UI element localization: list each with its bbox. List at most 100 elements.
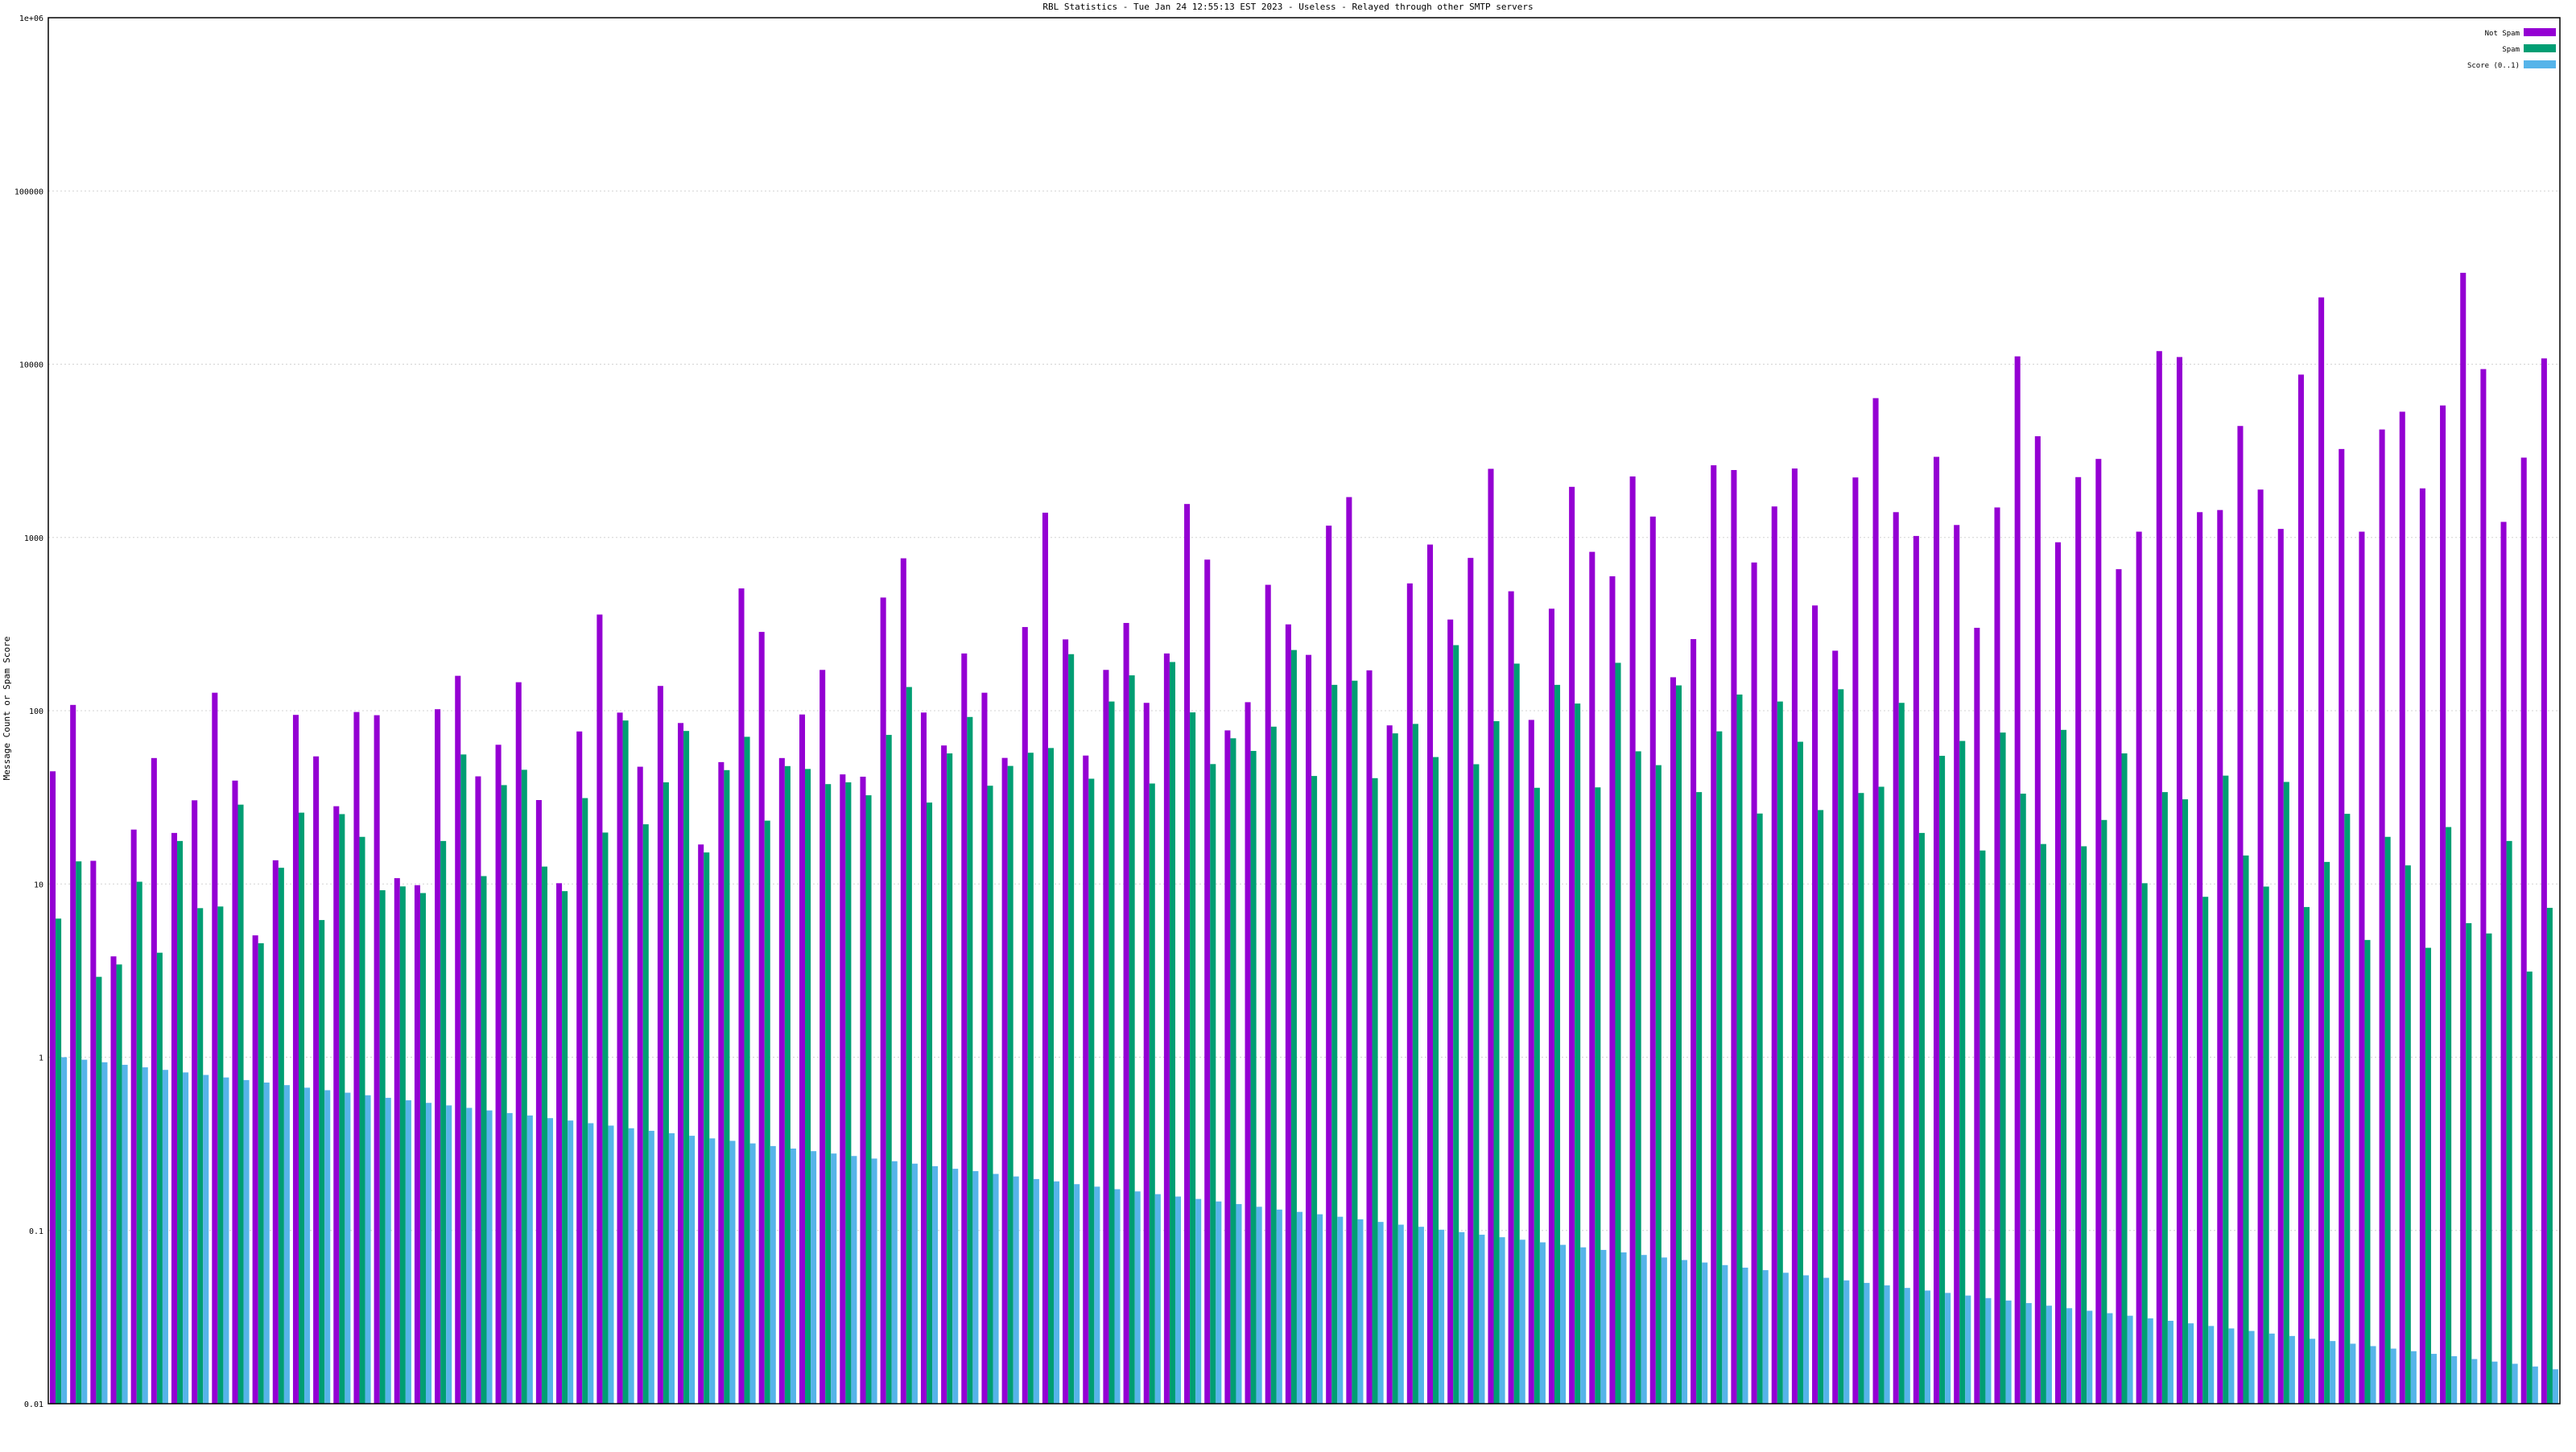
bar-spam-57 xyxy=(1210,764,1216,1404)
bar-spam-88 xyxy=(1838,689,1844,1404)
bar-not-spam-31 xyxy=(678,723,684,1404)
bar-not-spam-10 xyxy=(252,935,258,1404)
bar-not-spam-69 xyxy=(1447,619,1454,1404)
bar-spam-45 xyxy=(967,716,973,1404)
bar-spam-39 xyxy=(845,782,852,1404)
bar-spam-20 xyxy=(460,754,467,1404)
bar-not-spam-28 xyxy=(617,712,623,1404)
bar-score--119 xyxy=(2471,1359,2478,1404)
bar-not-spam-37 xyxy=(799,714,806,1404)
y-tick-label: 0.01 xyxy=(24,1400,43,1409)
bar-spam-44 xyxy=(947,753,953,1404)
bar-spam-34 xyxy=(744,736,750,1404)
bar-score--15 xyxy=(365,1095,371,1404)
bar-spam-76 xyxy=(1595,787,1601,1404)
bar-spam-8 xyxy=(217,906,224,1404)
bar-not-spam-27 xyxy=(597,614,603,1404)
bar-spam-48 xyxy=(1027,753,1034,1404)
bar-not-spam-8 xyxy=(212,692,218,1404)
bar-not-spam-55 xyxy=(1163,653,1170,1404)
bar-spam-56 xyxy=(1190,712,1196,1404)
y-tick-label: 1 xyxy=(39,1054,43,1063)
bar-not-spam-47 xyxy=(1001,757,1008,1404)
bar-spam-93 xyxy=(1939,756,1946,1404)
bar-spam-35 xyxy=(764,820,770,1404)
bar-score--30 xyxy=(668,1132,675,1404)
bar-not-spam-107 xyxy=(2217,509,2223,1404)
bar-not-spam-86 xyxy=(1791,468,1798,1404)
bar-spam-10 xyxy=(258,943,264,1404)
bar-score--78 xyxy=(1641,1255,1647,1404)
bar-spam-22 xyxy=(501,785,507,1404)
bar-score--80 xyxy=(1682,1260,1688,1404)
bar-score--47 xyxy=(1013,1176,1019,1404)
bar-score--93 xyxy=(1945,1293,1951,1404)
bar-score--5 xyxy=(162,1070,168,1404)
bar-spam-36 xyxy=(784,765,791,1404)
bar-not-spam-73 xyxy=(1528,720,1534,1404)
bar-not-spam-29 xyxy=(637,766,643,1404)
bar-spam-73 xyxy=(1534,787,1540,1404)
bar-score--75 xyxy=(1580,1247,1587,1404)
bar-spam-112 xyxy=(2324,861,2330,1404)
bar-spam-4 xyxy=(136,881,142,1404)
bar-not-spam-57 xyxy=(1204,559,1211,1405)
bar-not-spam-119 xyxy=(2460,272,2467,1404)
bar-spam-11 xyxy=(278,868,284,1404)
bar-score--110 xyxy=(2289,1335,2295,1404)
bar-not-spam-56 xyxy=(1184,504,1191,1404)
bar-not-spam-5 xyxy=(151,757,157,1404)
bar-not-spam-2 xyxy=(90,860,97,1404)
bar-not-spam-21 xyxy=(475,776,481,1404)
bar-score--115 xyxy=(2390,1348,2396,1404)
bar-not-spam-92 xyxy=(1913,535,1919,1404)
bar-not-spam-52 xyxy=(1103,670,1109,1404)
bar-not-spam-95 xyxy=(1974,627,1980,1404)
legend-swatch-1 xyxy=(2524,44,2556,52)
y-tick-label: 0.1 xyxy=(29,1227,43,1236)
bar-spam-68 xyxy=(1433,757,1439,1404)
bar-not-spam-35 xyxy=(758,632,765,1404)
bar-not-spam-106 xyxy=(2197,512,2203,1405)
bar-spam-70 xyxy=(1473,764,1480,1404)
bar-spam-47 xyxy=(1007,765,1013,1404)
bar-not-spam-50 xyxy=(1063,639,1069,1404)
bar-not-spam-26 xyxy=(576,731,583,1404)
bar-not-spam-76 xyxy=(1589,551,1596,1404)
bar-score--43 xyxy=(932,1165,939,1404)
bar-spam-79 xyxy=(1655,765,1662,1404)
bar-spam-64 xyxy=(1352,680,1358,1404)
bar-spam-65 xyxy=(1372,778,1378,1404)
bar-not-spam-98 xyxy=(2034,435,2041,1405)
bar-not-spam-101 xyxy=(2095,459,2102,1404)
bar-score--117 xyxy=(2430,1354,2438,1404)
bar-score--118 xyxy=(2451,1355,2458,1404)
bar-not-spam-38 xyxy=(819,670,826,1404)
bar-spam-41 xyxy=(886,735,892,1404)
bar-score--19 xyxy=(446,1105,452,1404)
bar-not-spam-108 xyxy=(2237,426,2244,1404)
bar-score--63 xyxy=(1337,1216,1344,1404)
bar-not-spam-32 xyxy=(698,844,704,1404)
bar-spam-122 xyxy=(2526,971,2533,1404)
bar-spam-105 xyxy=(2182,799,2189,1404)
bar-spam-108 xyxy=(2243,855,2249,1404)
bar-score--76 xyxy=(1600,1249,1607,1404)
plot-frame xyxy=(47,17,2561,1405)
bar-score--53 xyxy=(1134,1191,1141,1404)
bar-not-spam-0 xyxy=(50,771,56,1404)
bar-spam-9 xyxy=(237,804,244,1404)
bar-not-spam-51 xyxy=(1083,755,1089,1404)
bar-spam-109 xyxy=(2263,886,2269,1404)
bar-score--26 xyxy=(588,1123,594,1404)
bar-spam-6 xyxy=(177,840,184,1404)
bar-not-spam-45 xyxy=(961,653,968,1404)
bar-score--71 xyxy=(1499,1237,1505,1404)
bar-score--14 xyxy=(345,1092,351,1404)
bar-score--89 xyxy=(1864,1282,1870,1404)
bar-not-spam-17 xyxy=(394,878,400,1404)
bar-spam-2 xyxy=(96,976,102,1404)
y-tick-label: 100 xyxy=(29,707,43,716)
bar-spam-89 xyxy=(1858,793,1864,1404)
